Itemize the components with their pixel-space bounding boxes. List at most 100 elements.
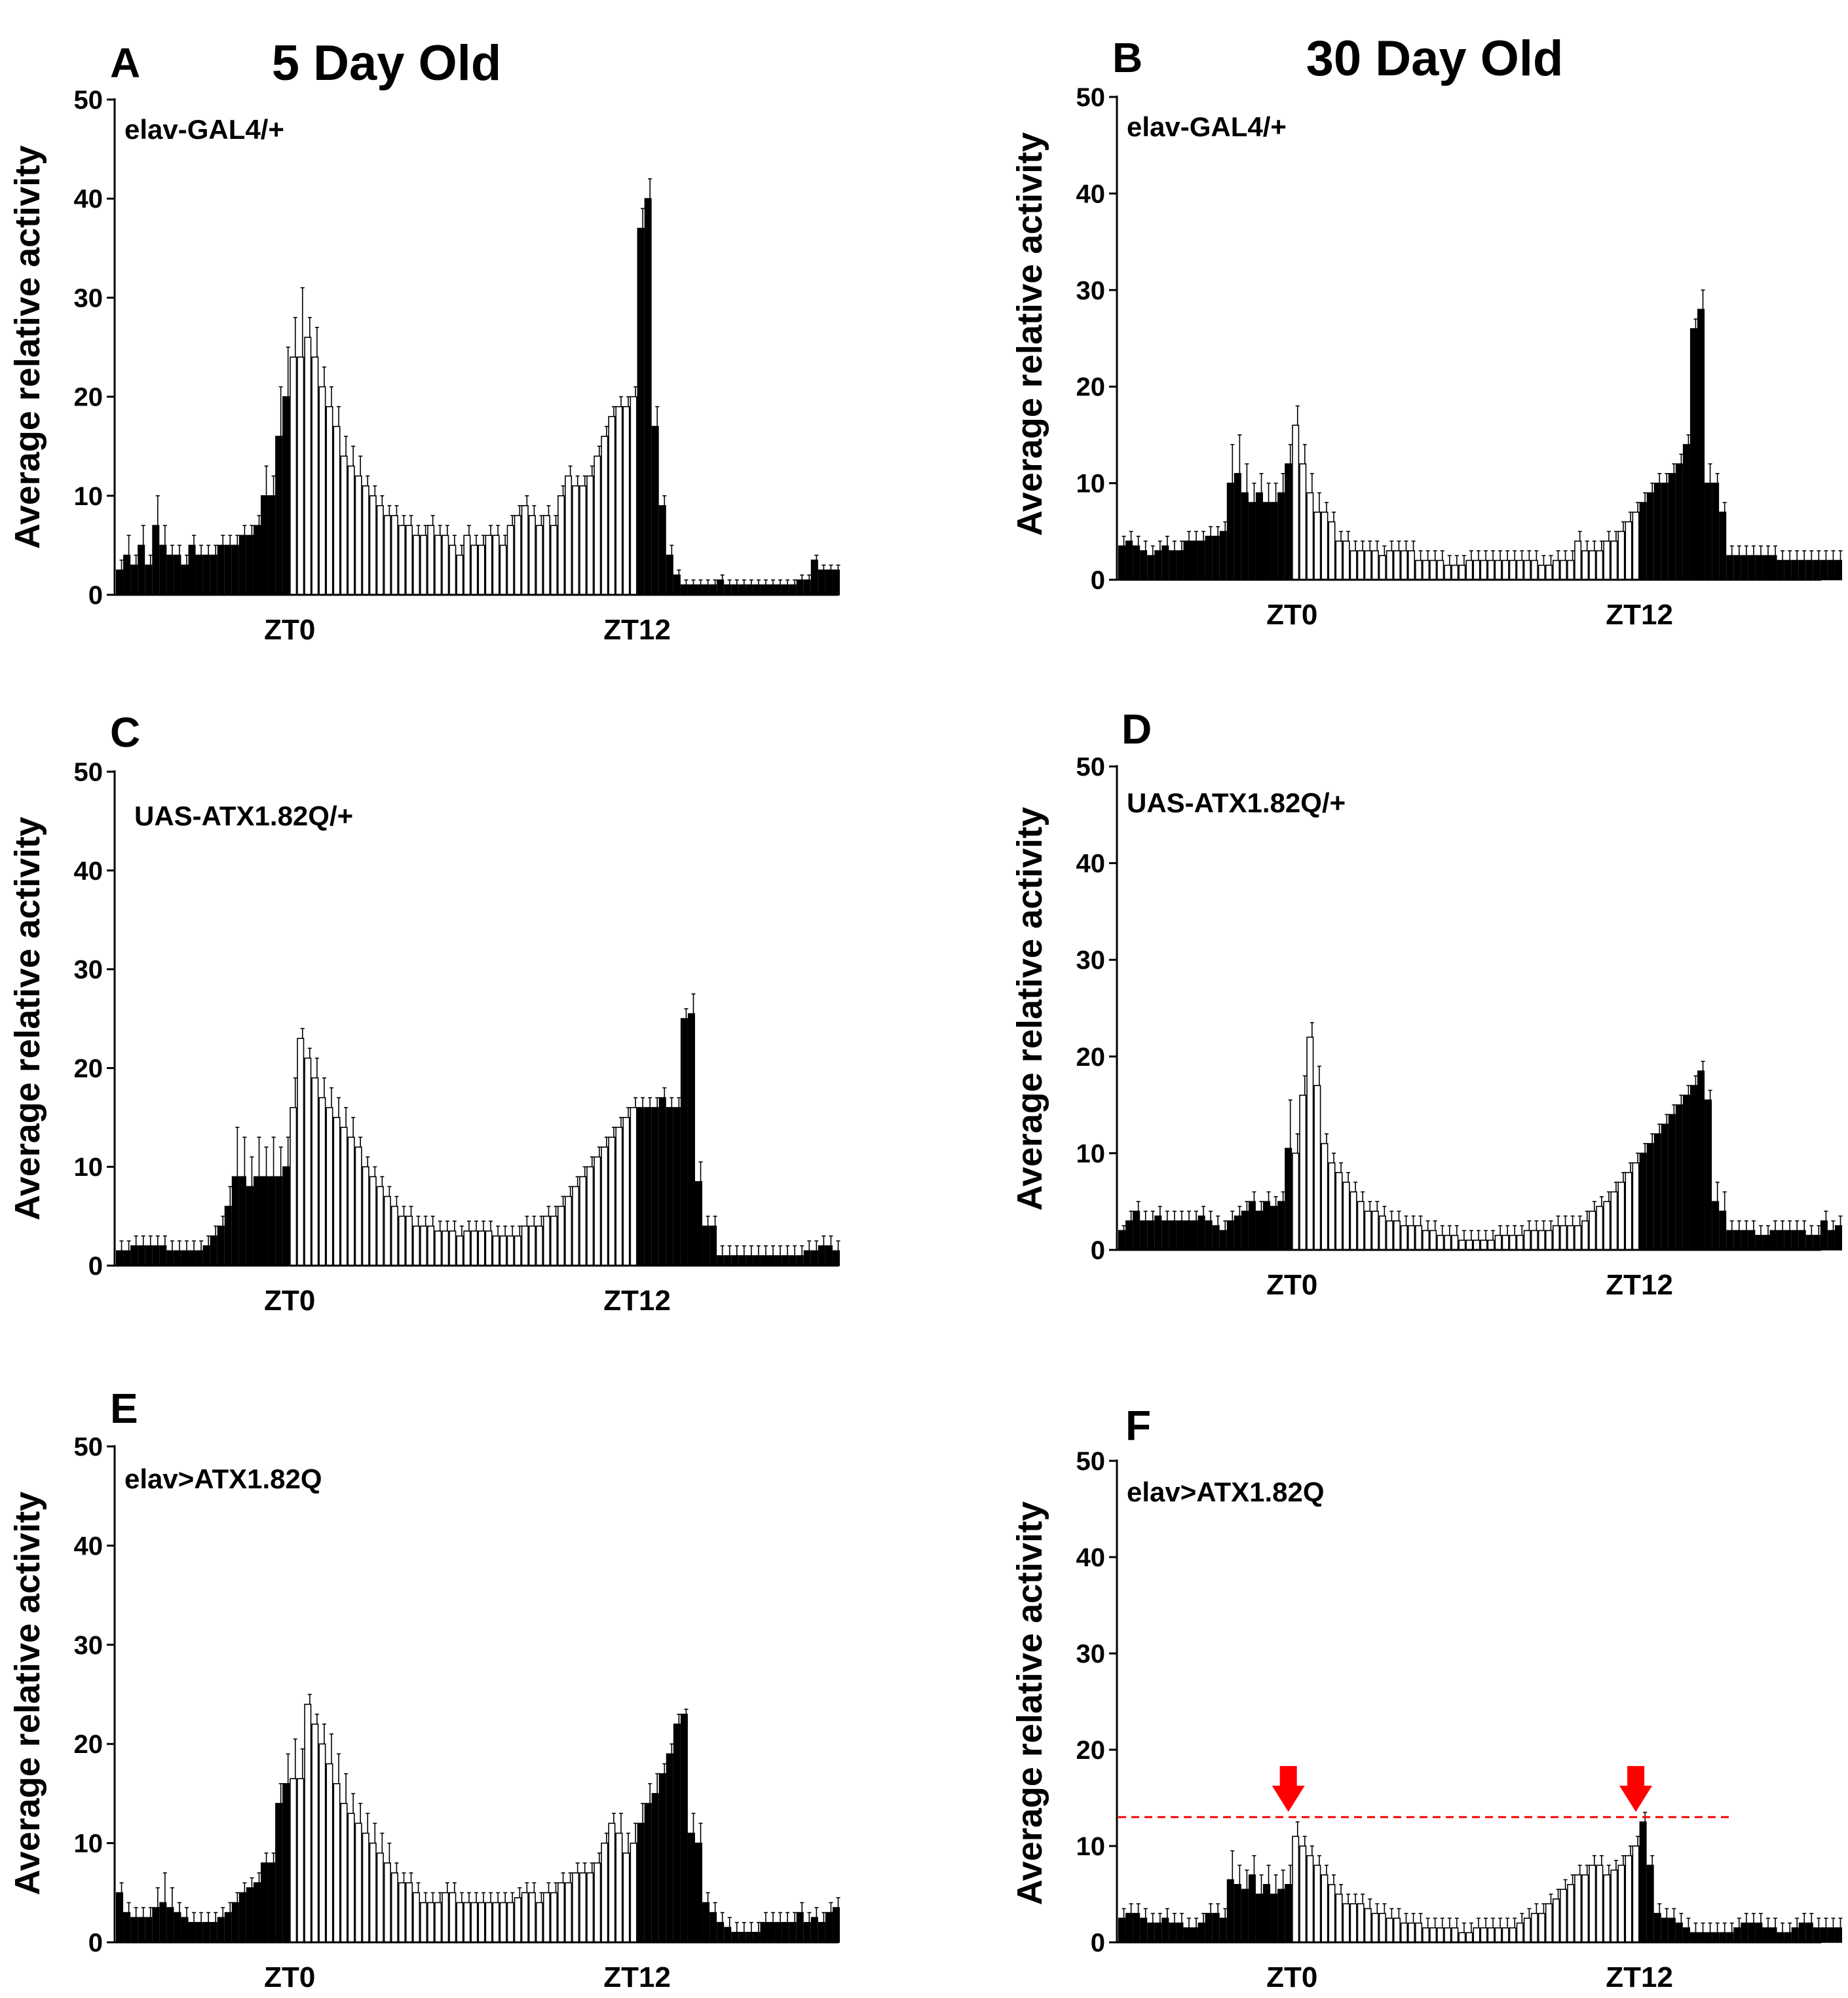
bar	[1277, 492, 1285, 580]
bar	[145, 1245, 153, 1266]
bar	[1234, 473, 1241, 580]
x-tick-label: ZT12	[1606, 599, 1673, 631]
bar	[1357, 1201, 1365, 1251]
panel-a: A Average relative activity elav-GAL4/+ 0 10…	[8, 39, 840, 646]
bar	[456, 1235, 464, 1266]
bar	[188, 1921, 196, 1943]
bar	[369, 495, 377, 595]
bar	[1748, 1922, 1756, 1943]
bar	[565, 1196, 573, 1266]
bar	[238, 1176, 246, 1266]
bar	[1574, 1225, 1582, 1251]
y-tick-label: 20	[74, 1730, 104, 1759]
bar	[709, 1912, 717, 1943]
bar	[326, 1106, 333, 1266]
bar	[1596, 550, 1604, 580]
bar	[1553, 1898, 1560, 1943]
y-tick-label: 50	[74, 1433, 104, 1461]
bar	[796, 579, 804, 595]
bar	[1509, 1927, 1517, 1943]
bar	[521, 1225, 529, 1266]
bar	[1705, 1099, 1712, 1251]
bar	[680, 1713, 688, 1943]
bar	[1712, 1201, 1720, 1251]
bar	[514, 1235, 521, 1266]
bar	[594, 1862, 601, 1943]
bar	[1820, 1220, 1828, 1251]
y-tick-label: 50	[74, 758, 104, 787]
x-tick-label: ZT12	[603, 614, 671, 646]
bar	[1226, 1220, 1234, 1251]
bar	[1415, 559, 1423, 580]
bar	[1226, 482, 1234, 580]
bar	[449, 1230, 457, 1266]
bar	[478, 1902, 485, 1943]
bar	[542, 1892, 550, 1943]
bar	[1574, 1874, 1582, 1943]
bar	[492, 535, 500, 595]
bar	[1501, 1927, 1509, 1943]
y-axis-label: Average relative activity	[1010, 1501, 1049, 1905]
bar	[630, 396, 637, 595]
bar	[1516, 1922, 1524, 1943]
bar	[1805, 559, 1813, 580]
column-title-5-day: 5 Day Old	[272, 35, 502, 91]
bar	[1328, 521, 1336, 580]
genotype-label: elav>ATX1.82Q	[1127, 1477, 1325, 1507]
bar	[825, 1912, 833, 1943]
bar	[1581, 550, 1589, 580]
bar	[195, 1250, 203, 1266]
bars	[1118, 289, 1843, 580]
bar	[1553, 1225, 1560, 1251]
bar	[1646, 1864, 1654, 1943]
bar	[535, 1902, 543, 1943]
bar	[499, 544, 507, 595]
bar	[130, 1917, 138, 1943]
bar	[1820, 1927, 1828, 1943]
y-tick-label: 30	[1076, 276, 1106, 305]
y-tick-label: 50	[1076, 83, 1106, 112]
bar	[753, 1932, 761, 1943]
bar	[390, 1205, 398, 1266]
bar	[1429, 1230, 1437, 1251]
bar	[224, 1205, 232, 1266]
bar	[1248, 1874, 1256, 1943]
bar	[622, 1117, 630, 1266]
bar	[1349, 1903, 1357, 1943]
bar	[717, 1255, 725, 1266]
bar	[1133, 545, 1141, 580]
bar	[1321, 1142, 1329, 1251]
bar	[1219, 1230, 1227, 1251]
bar	[1400, 1225, 1408, 1251]
panel-letter: C	[110, 709, 140, 756]
y-axis-label: Average relative activity	[8, 1492, 47, 1895]
y-axis-label: Average relative activity	[8, 817, 47, 1220]
y-tick-label: 40	[74, 857, 104, 886]
bar	[1748, 1230, 1756, 1251]
bar	[1712, 482, 1720, 580]
bar	[1118, 545, 1126, 580]
bar	[1653, 1133, 1661, 1251]
bar	[1357, 1903, 1365, 1943]
bar	[390, 515, 398, 595]
bar	[181, 1917, 189, 1943]
bar	[405, 525, 413, 595]
bar	[1473, 559, 1480, 580]
bar	[1299, 463, 1307, 580]
bar	[130, 564, 138, 595]
bar	[760, 1255, 768, 1266]
bar	[1827, 1230, 1835, 1251]
bar	[1154, 1215, 1162, 1251]
y-tick-label: 0	[1091, 1236, 1105, 1265]
bar	[1125, 1913, 1133, 1943]
bar	[1509, 1235, 1517, 1251]
bar	[362, 1166, 369, 1266]
bar	[354, 475, 362, 595]
bar	[1480, 1927, 1488, 1943]
bar	[550, 525, 558, 595]
bar	[630, 1842, 637, 1943]
panel-letter: F	[1125, 1402, 1151, 1449]
bar	[1834, 1225, 1842, 1251]
bar	[601, 1146, 609, 1266]
bar	[818, 1245, 825, 1266]
